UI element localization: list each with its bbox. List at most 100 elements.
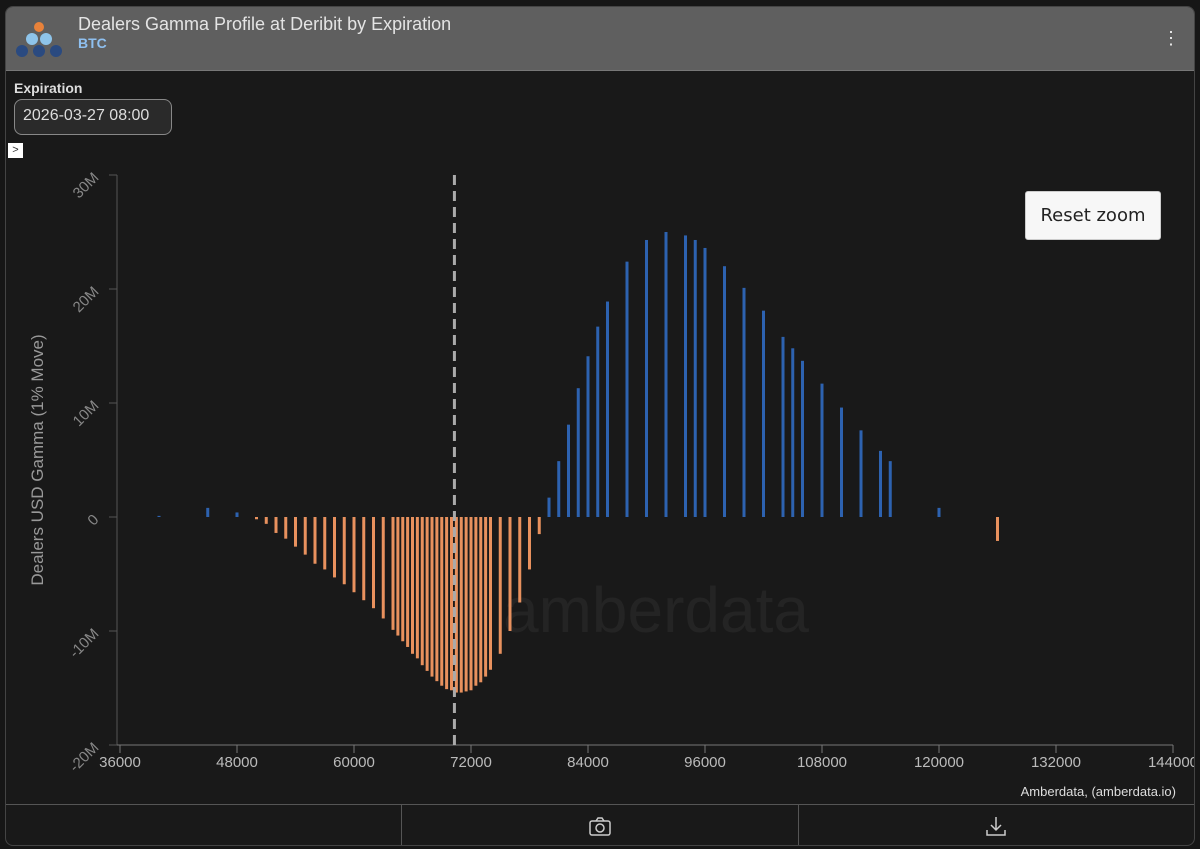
gamma-bar (235, 512, 239, 517)
footer-spacer (6, 805, 403, 845)
gamma-bar (479, 517, 483, 683)
gamma-chart[interactable]: amberdata 36000 48000 60000 72000 84000 96000… (6, 7, 1195, 804)
card-header: Dealers Gamma Profile at Deribit by Expi… (6, 7, 1194, 71)
expand-toggle-button[interactable]: > (8, 143, 23, 158)
gamma-bar (537, 517, 541, 535)
gamma-bar (625, 261, 629, 517)
gamma-bar (518, 517, 522, 603)
gamma-bar (606, 301, 609, 517)
gamma-bar (791, 348, 795, 517)
gamma-bar (372, 517, 375, 609)
kebab-menu-icon[interactable]: ⋮ (1162, 28, 1180, 48)
gamma-bar (206, 507, 210, 517)
gamma-bar (645, 239, 648, 518)
y-tick-label: 30M (70, 169, 103, 202)
gamma-bar (801, 360, 804, 517)
credit-link[interactable]: Amberdata, (amberdata.io) (1020, 784, 1176, 799)
gamma-bar (464, 517, 468, 692)
gamma-bar (303, 517, 307, 555)
gamma-bar (420, 517, 424, 666)
gamma-bar (333, 517, 336, 578)
chart-title: Dealers Gamma Profile at Deribit by Expi… (78, 14, 452, 34)
gamma-bar (396, 517, 400, 636)
gamma-bar (401, 517, 405, 642)
gamma-bar (323, 517, 327, 570)
gamma-bar (781, 336, 785, 517)
gamma-bar (859, 430, 863, 517)
asset-subtitle: BTC (78, 35, 107, 51)
gamma-bar (888, 461, 892, 517)
expiration-select[interactable]: 2026-03-27 08:00 (14, 99, 172, 135)
gamma-bar (264, 517, 268, 524)
gamma-bar (381, 517, 385, 619)
x-tick-label: 72000 (450, 754, 492, 771)
gamma-bar (469, 517, 473, 691)
gamma-bar (450, 517, 453, 691)
gamma-bar (342, 517, 346, 585)
gamma-bar (528, 517, 531, 570)
gamma-bar (362, 517, 366, 601)
y-axis-title: Dealers USD Gamma (1% Move) (28, 334, 47, 585)
gamma-bar (498, 517, 502, 654)
gamma-bar (430, 517, 434, 677)
chart-card: Dealers Gamma Profile at Deribit by Expi… (5, 6, 1195, 846)
gamma-bar (547, 497, 551, 517)
gamma-bar (762, 310, 765, 517)
gamma-bar (255, 517, 258, 520)
gamma-bar (840, 407, 843, 517)
gamma-bar (352, 517, 356, 593)
camera-icon (589, 816, 611, 836)
gamma-bar (820, 383, 824, 517)
x-tick-label: 132000 (1031, 754, 1081, 771)
y-tick-label: 0 (84, 511, 102, 529)
gamma-bar (703, 247, 707, 517)
y-tick-label: -10M (66, 625, 102, 661)
gamma-bar (586, 356, 590, 517)
x-tick-label: 36000 (99, 754, 141, 771)
x-tick-label: 108000 (797, 754, 847, 771)
y-tick-label: 20M (70, 283, 103, 316)
x-tick-label: 84000 (567, 754, 609, 771)
gamma-bar (411, 517, 414, 654)
gamma-bar (576, 388, 580, 517)
gamma-bar (879, 450, 882, 517)
watermark: amberdata (503, 574, 809, 646)
gamma-bar (474, 517, 478, 686)
chart-footer (6, 804, 1194, 845)
gamma-bar (508, 517, 512, 631)
gamma-bar (596, 326, 600, 517)
gamma-bar (294, 517, 297, 547)
download-button[interactable] (799, 805, 1194, 845)
gamma-bar (937, 507, 941, 517)
amberdata-logo-icon (16, 22, 62, 57)
gamma-bar (284, 517, 288, 539)
x-tick-label: 144000 (1148, 754, 1195, 771)
x-tick-label: 60000 (333, 754, 375, 771)
expiration-label: Expiration (14, 80, 83, 96)
x-tick-label: 120000 (914, 754, 964, 771)
gamma-bar (435, 517, 439, 682)
gamma-bar (664, 232, 668, 517)
gamma-bar (742, 287, 746, 517)
gamma-bar (406, 517, 410, 647)
gamma-bar (454, 517, 458, 693)
reset-zoom-button[interactable]: Reset zoom (1025, 191, 1161, 240)
gamma-bar (459, 517, 463, 693)
gamma-bar (391, 517, 395, 630)
gamma-bar (723, 266, 726, 517)
gamma-bar (415, 517, 419, 659)
gamma-bar (445, 517, 449, 690)
gamma-bar (484, 517, 488, 677)
screenshot-button[interactable] (402, 805, 799, 845)
gamma-bar (274, 517, 278, 533)
gamma-bar (489, 517, 492, 670)
y-tick-label: 10M (70, 397, 103, 430)
gamma-bar (425, 517, 429, 671)
x-tick-label: 96000 (684, 754, 726, 771)
gamma-bar (313, 517, 317, 564)
gamma-bar (996, 517, 999, 541)
gamma-bar (684, 235, 687, 518)
gamma-bar (693, 239, 697, 518)
gamma-bar (440, 517, 444, 686)
gamma-bar (557, 461, 561, 517)
